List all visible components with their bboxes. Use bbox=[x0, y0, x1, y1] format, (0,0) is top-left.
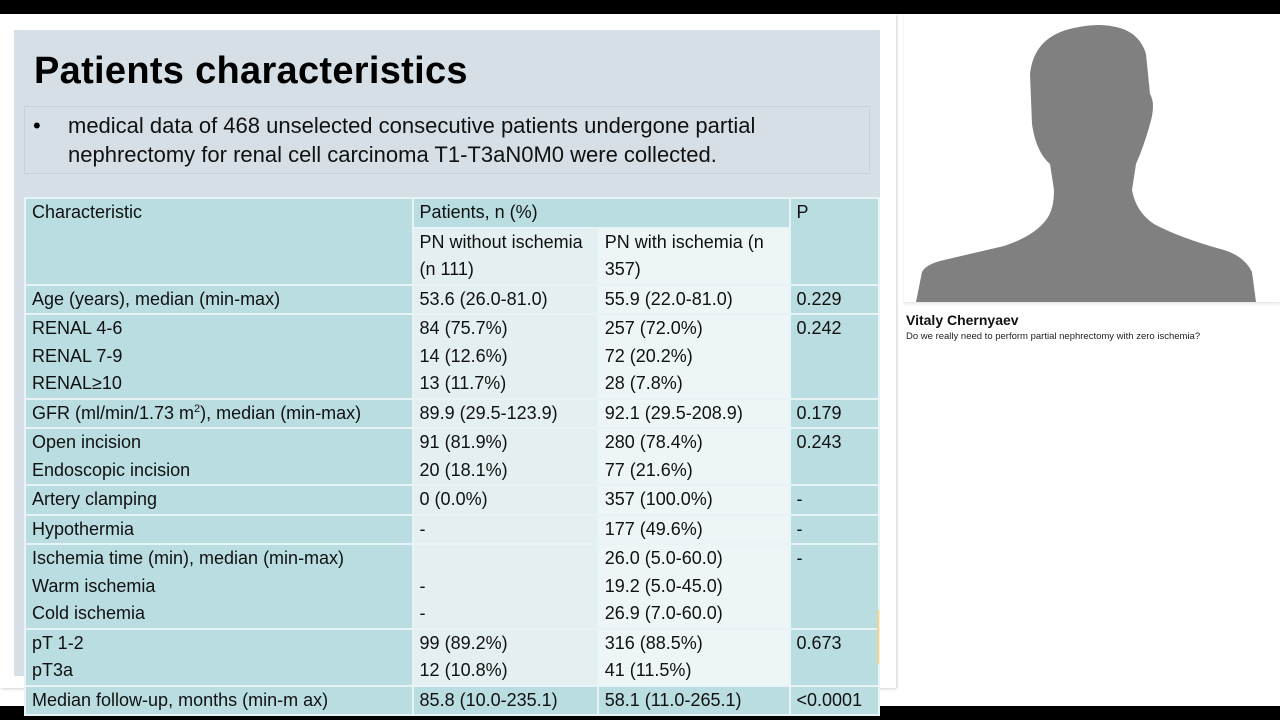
speaker-video-panel bbox=[904, 14, 1280, 302]
cell-line: 28 (7.8%) bbox=[604, 373, 683, 393]
row-label: Median follow-up, months (min-m ax) bbox=[24, 684, 414, 716]
table-row: pT 1-2 pT3a 99 (89.2%) 12 (10.8%) 316 (8… bbox=[24, 627, 881, 687]
row-group2: 280 (78.4%) 77 (21.6%) bbox=[596, 427, 791, 486]
row-p: 0.242 bbox=[788, 313, 881, 400]
header-group2: PN with ischemia (n 357) bbox=[596, 226, 791, 286]
speaker-name: Vitaly Chernyaev bbox=[906, 312, 1019, 328]
row-group2: 58.1 (11.0-265.1) bbox=[596, 684, 791, 716]
slide-title: Patients characteristics bbox=[34, 50, 468, 92]
table-row: RENAL 4-6 RENAL 7-9 RENAL≥10 84 (75.7%) … bbox=[24, 313, 881, 400]
row-label: Open incision Endoscopic incision bbox=[24, 427, 414, 486]
row-label: pT 1-2 pT3a bbox=[24, 627, 414, 687]
row-p: <0.0001 bbox=[788, 684, 881, 716]
cell-line: 91 (81.9%) bbox=[419, 432, 508, 452]
cell-line: 13 (11.7%) bbox=[419, 373, 507, 393]
cell-line: 77 (21.6%) bbox=[604, 459, 693, 480]
table-row: Age (years), median (min-max) 53.6 (26.0… bbox=[24, 283, 881, 315]
cell-line bbox=[420, 545, 591, 573]
table-row: Median follow-up, months (min-m ax) 85.8… bbox=[24, 684, 881, 716]
row-group1: 85.8 (10.0-235.1) bbox=[411, 684, 599, 716]
cell-line: 12 (10.8%) bbox=[419, 660, 508, 680]
cell-line: 280 (78.4%) bbox=[604, 432, 703, 452]
table-row: Hypothermia - 177 (49.6%) - bbox=[24, 513, 881, 545]
speaker-info: Vitaly Chernyaev Do we really need to pe… bbox=[906, 312, 1276, 342]
label-part: ), median (min-max) bbox=[200, 402, 362, 423]
label-part: GFR (ml/min/1.73 m bbox=[32, 402, 195, 423]
row-label-line: Ischemia time (min), median (min-max) bbox=[32, 548, 345, 568]
header-group1: PN without ischemia (n 111) bbox=[411, 226, 599, 286]
cell-line: 257 (72.0%) bbox=[604, 318, 703, 338]
selection-edge bbox=[877, 610, 879, 664]
row-label: Ischemia time (min), median (min-max) Wa… bbox=[24, 543, 414, 630]
table-row: Ischemia time (min), median (min-max) Wa… bbox=[24, 543, 881, 630]
cell-line: 316 (88.5%) bbox=[604, 632, 703, 653]
table-row: GFR (ml/min/1.73 m2), median (min-max) 8… bbox=[24, 397, 881, 429]
row-label-line: RENAL≥10 bbox=[32, 373, 122, 393]
row-label-line: Cold ischemia bbox=[32, 603, 146, 623]
cell-line: 99 (89.2%) bbox=[419, 632, 508, 653]
row-group1: 91 (81.9%) 20 (18.1%) bbox=[411, 427, 599, 486]
row-label-line: RENAL 4-6 bbox=[32, 318, 123, 338]
patients-table: Characteristic Patients, n (%) P PN with… bbox=[24, 197, 881, 716]
person-silhouette-icon bbox=[916, 25, 1256, 302]
row-label-line: Open incision bbox=[32, 432, 142, 452]
cell-line: 14 (12.6%) bbox=[419, 345, 508, 366]
row-group1: - - bbox=[411, 543, 599, 630]
presentation-stage: Patients characteristics • medical data … bbox=[0, 14, 1280, 716]
header-p: P bbox=[788, 197, 881, 286]
row-group2: 257 (72.0%) 72 (20.2%) 28 (7.8%) bbox=[596, 313, 791, 400]
cell-line: 20 (18.1%) bbox=[419, 459, 508, 480]
slide: Patients characteristics • medical data … bbox=[14, 30, 881, 716]
cell-line: 72 (20.2%) bbox=[604, 345, 693, 366]
cell-line: 26.0 (5.0-60.0) bbox=[604, 548, 723, 568]
table-row: Open incision Endoscopic incision 91 (81… bbox=[24, 427, 881, 486]
header-patients: Patients, n (%) bbox=[411, 197, 791, 229]
row-group2: 316 (88.5%) 41 (11.5%) bbox=[596, 627, 791, 687]
row-group1: 0 (0.0%) bbox=[411, 484, 599, 516]
row-label-line: pT3a bbox=[32, 660, 74, 680]
cell-line: - bbox=[419, 575, 426, 596]
row-label-line: RENAL 7-9 bbox=[32, 345, 123, 366]
row-p: - bbox=[788, 543, 881, 630]
row-p: 0.243 bbox=[788, 427, 881, 486]
cell-line: 84 (75.7%) bbox=[419, 318, 508, 338]
row-p: - bbox=[788, 513, 881, 545]
cell-line: 19.2 (5.0-45.0) bbox=[604, 575, 723, 596]
row-group2: 177 (49.6%) bbox=[596, 513, 791, 545]
table-row: Artery clamping 0 (0.0%) 357 (100.0%) - bbox=[24, 484, 881, 516]
row-p: 0.673 bbox=[788, 627, 881, 687]
row-p: 0.179 bbox=[788, 397, 881, 429]
row-group2: 92.1 (29.5-208.9) bbox=[596, 397, 791, 429]
slide-panel: Patients characteristics • medical data … bbox=[0, 14, 896, 716]
row-group1: 89.9 (29.5-123.9) bbox=[411, 397, 599, 429]
cell-line: - bbox=[419, 603, 426, 623]
row-label: Artery clamping bbox=[24, 484, 414, 516]
cell-line: 26.9 (7.0-60.0) bbox=[604, 603, 723, 623]
row-label-line: Endoscopic incision bbox=[32, 459, 191, 480]
row-label: RENAL 4-6 RENAL 7-9 RENAL≥10 bbox=[24, 313, 414, 400]
row-label: Hypothermia bbox=[24, 513, 414, 545]
talk-title: Do we really need to perform partial nep… bbox=[906, 331, 1201, 342]
table-header-row: Characteristic Patients, n (%) P bbox=[24, 197, 881, 286]
row-label: Age (years), median (min-max) bbox=[24, 283, 414, 315]
cell-line: 41 (11.5%) bbox=[604, 660, 692, 680]
row-group1: - bbox=[411, 513, 599, 545]
row-group2: 55.9 (22.0-81.0) bbox=[596, 283, 791, 315]
header-characteristic: Characteristic bbox=[24, 197, 414, 286]
row-group2: 357 (100.0%) bbox=[596, 484, 791, 516]
row-p: - bbox=[788, 484, 881, 516]
bullet-box: • medical data of 468 unselected consecu… bbox=[24, 106, 870, 174]
bullet-icon: • bbox=[33, 113, 41, 138]
row-group1: 84 (75.7%) 14 (12.6%) 13 (11.7%) bbox=[411, 313, 599, 400]
row-label-line: pT 1-2 bbox=[32, 632, 84, 653]
superscript: 2 bbox=[194, 402, 201, 415]
row-group2: 26.0 (5.0-60.0) 19.2 (5.0-45.0) 26.9 (7.… bbox=[596, 543, 791, 630]
row-group1: 99 (89.2%) 12 (10.8%) bbox=[411, 627, 599, 687]
row-label: GFR (ml/min/1.73 m2), median (min-max) bbox=[24, 397, 414, 429]
row-group1: 53.6 (26.0-81.0) bbox=[411, 283, 599, 315]
row-p: 0.229 bbox=[788, 283, 881, 315]
bullet-text: medical data of 468 unselected consecuti… bbox=[68, 113, 756, 167]
table-subheader-row: PN without ischemia (n 111) PN with isch… bbox=[25, 226, 879, 286]
row-label-line: Warm ischemia bbox=[32, 575, 156, 596]
